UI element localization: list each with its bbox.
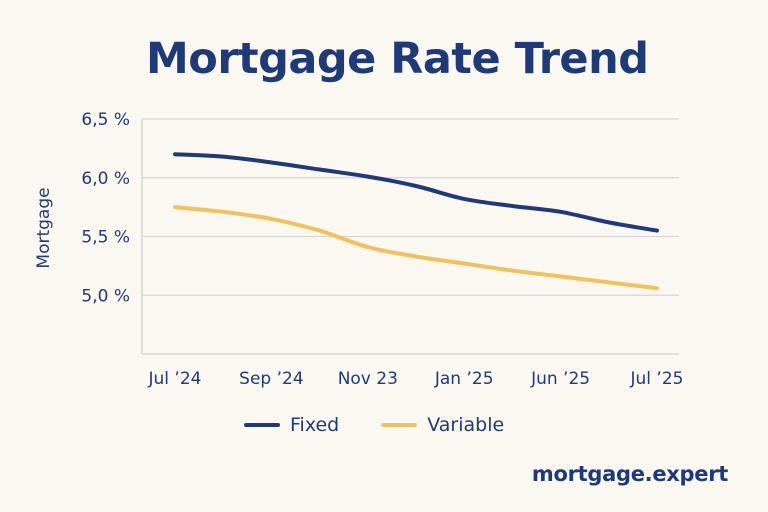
x-tick-label: Jan ’25 [434, 369, 494, 389]
legend-swatch-fixed [244, 423, 280, 427]
chart-legend: Fixed Variable [244, 414, 546, 436]
x-tick-label: Jul ’25 [630, 369, 684, 389]
legend-label-fixed: Fixed [290, 414, 340, 436]
chart-title: Mortgage Rate Trend [146, 34, 649, 84]
x-tick-label: Jul ’24 [148, 369, 202, 389]
legend-item-variable: Variable [381, 414, 504, 436]
y-tick-label: 5,0 % [81, 286, 130, 306]
y-axis-label: Mortgage [34, 187, 54, 268]
x-tick-label: Jun ’25 [530, 369, 590, 389]
legend-item-fixed: Fixed [244, 414, 339, 436]
y-tick-label: 6,5 % [81, 110, 130, 130]
y-tick-label: 5,5 % [81, 228, 130, 248]
legend-swatch-variable [381, 423, 418, 427]
legend-label-variable: Variable [427, 414, 505, 436]
y-tick-label: 6,0 % [81, 169, 130, 189]
x-tick-label: Sep ’24 [239, 369, 303, 389]
series-line-fixed [173, 152, 659, 233]
brand-logo-text: mortgage.expert [531, 462, 728, 486]
series-line-variable [173, 205, 659, 291]
x-tick-label: Nov 23 [338, 369, 398, 389]
